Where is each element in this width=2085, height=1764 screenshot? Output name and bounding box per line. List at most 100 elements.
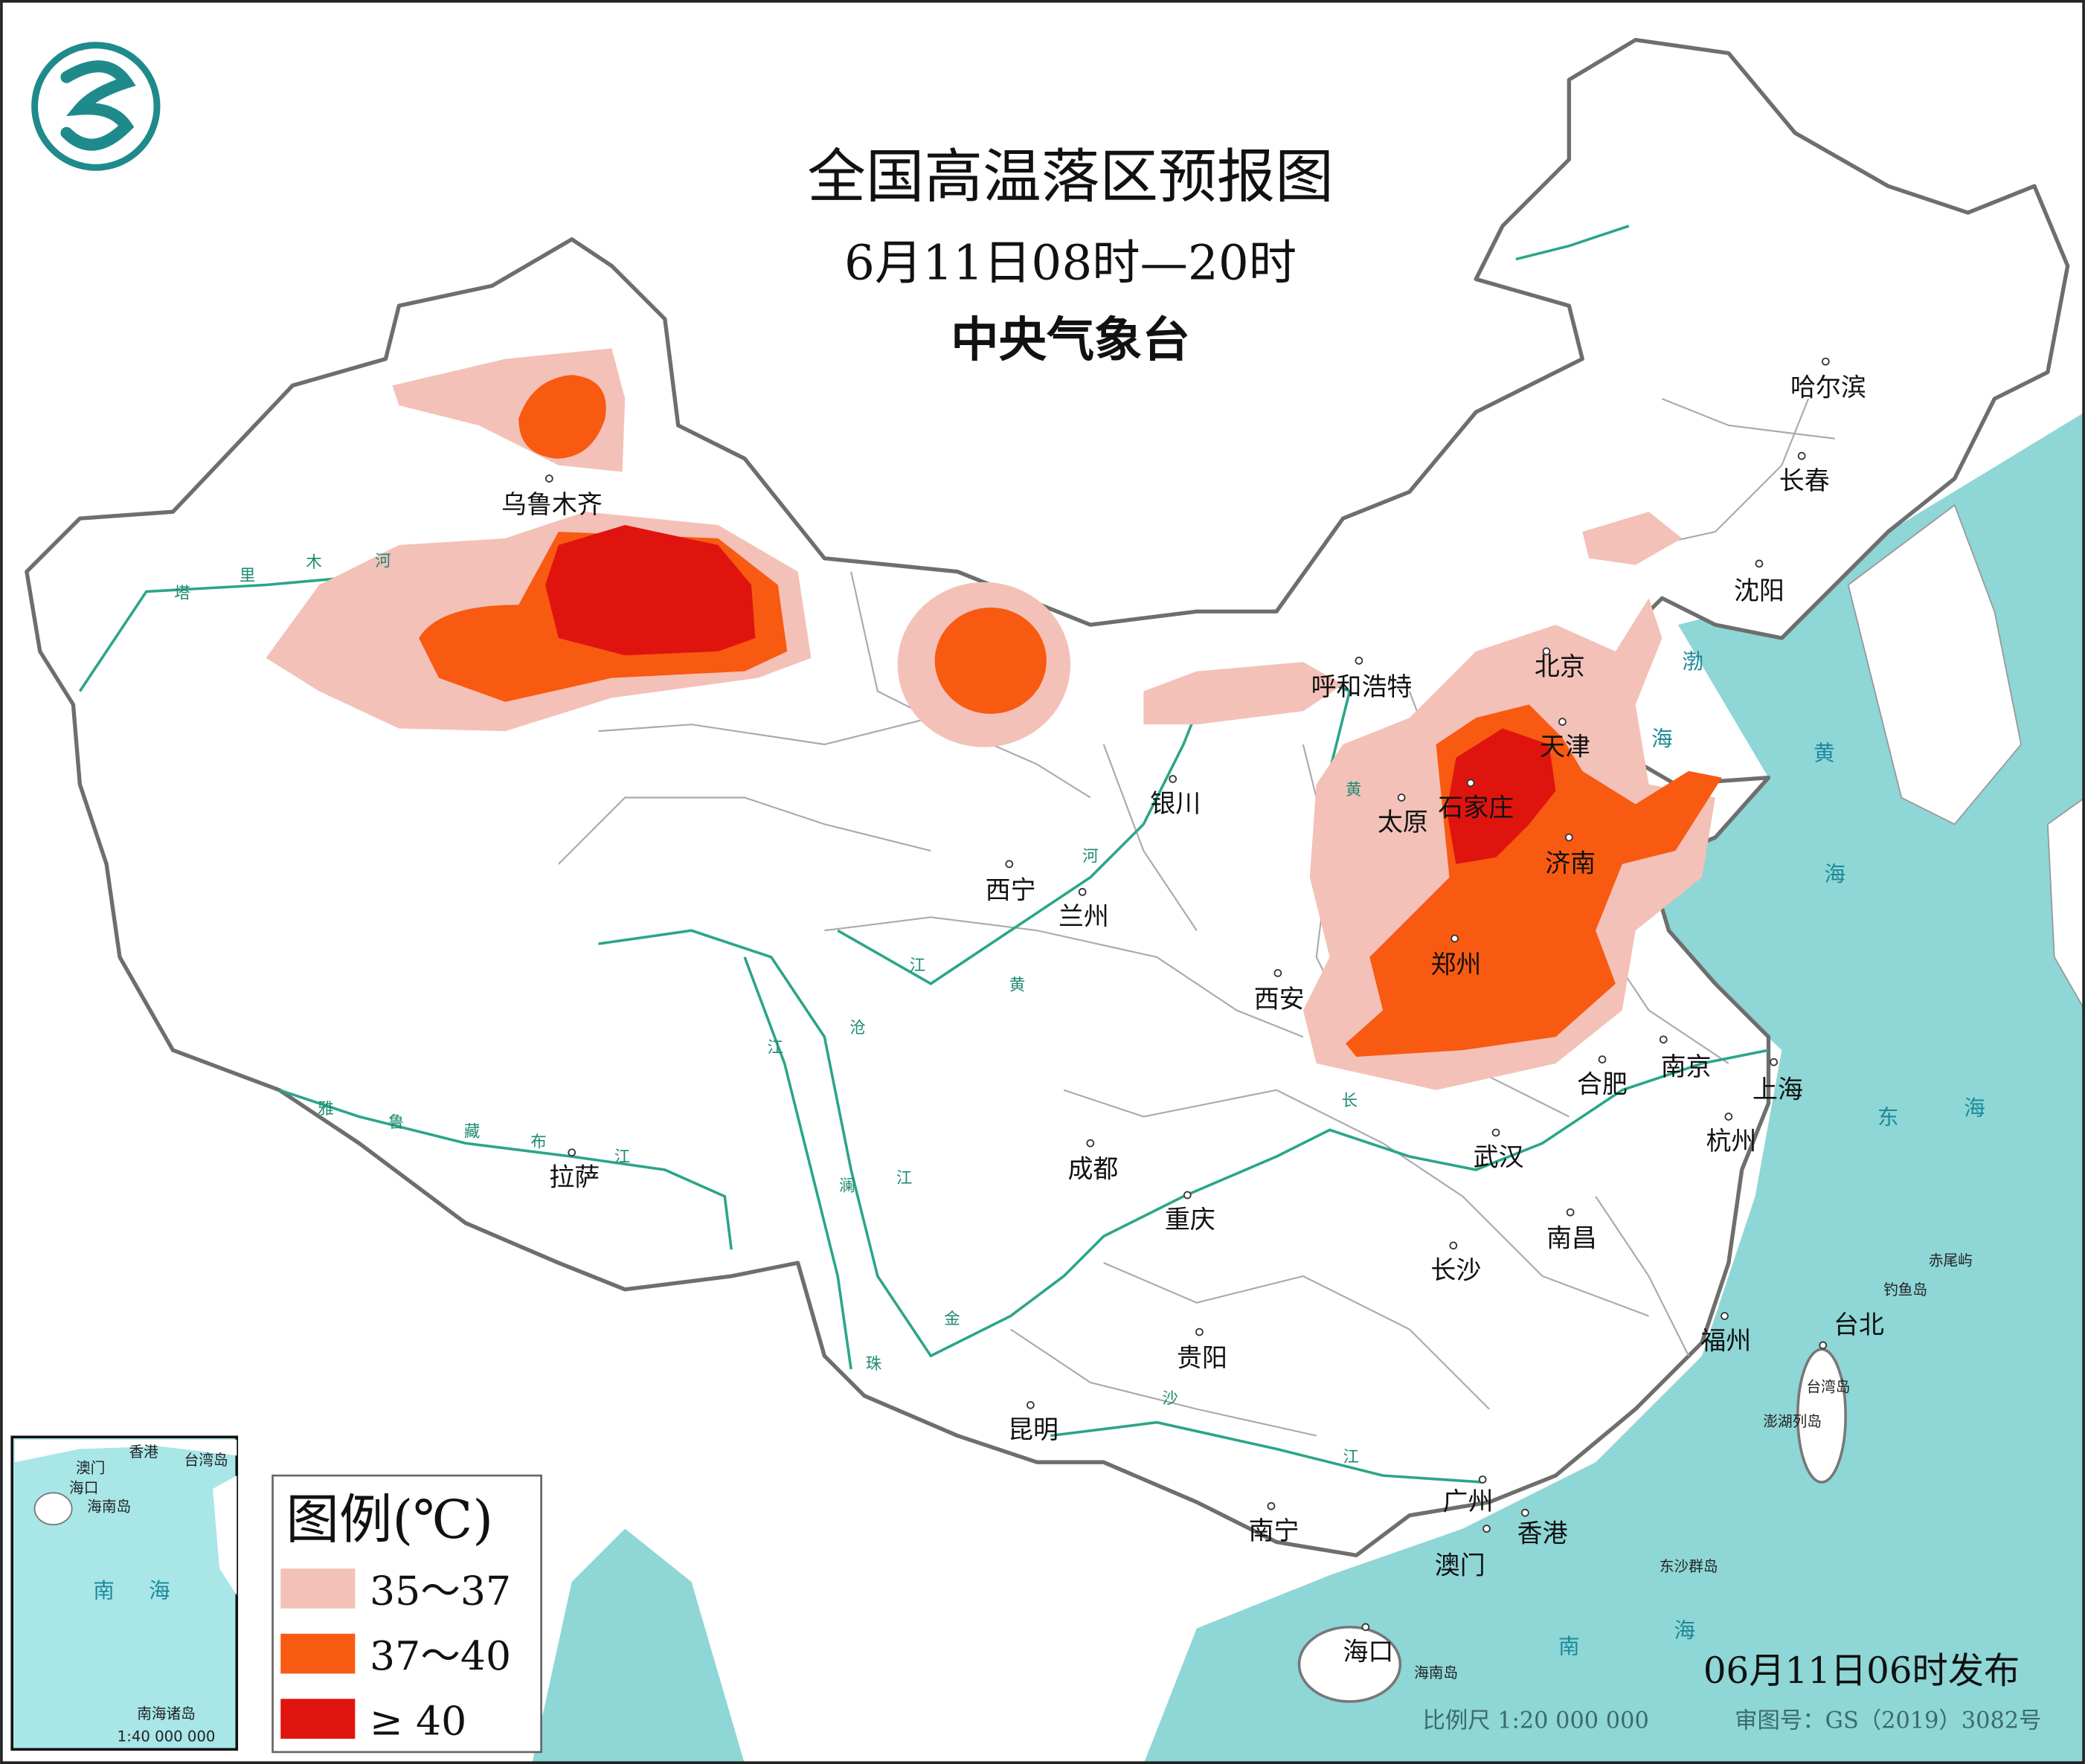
city-label: 澳门 bbox=[1435, 1551, 1485, 1580]
river-label: 河 bbox=[1082, 847, 1098, 866]
city-marker bbox=[1721, 1312, 1729, 1320]
inset-label: 台湾岛 bbox=[184, 1452, 228, 1469]
legend-swatch bbox=[280, 1633, 356, 1674]
river-label: 布 bbox=[530, 1133, 546, 1152]
legend: 图例(℃) 35～37 37～40 ≥ 40 bbox=[272, 1474, 542, 1754]
city-label: 台北 bbox=[1834, 1310, 1884, 1340]
city-label: 西安 bbox=[1254, 985, 1305, 1014]
pearl-river bbox=[1050, 1420, 1483, 1484]
legend-swatch bbox=[280, 1699, 356, 1739]
river-label: 河 bbox=[375, 552, 391, 570]
city-label: 合肥 bbox=[1577, 1069, 1628, 1099]
issue-time: 06月11日06时发布 bbox=[1703, 1650, 2020, 1692]
inset-label: 澳门 bbox=[76, 1460, 105, 1477]
city-label: 太原 bbox=[1378, 808, 1428, 837]
sea-label: 海 bbox=[1825, 861, 1846, 886]
taiwan-island bbox=[1796, 1348, 1847, 1484]
city-label: 银川 bbox=[1150, 789, 1201, 819]
city-marker bbox=[1267, 1501, 1276, 1510]
city-marker bbox=[1558, 718, 1567, 726]
city-label: 香港 bbox=[1517, 1519, 1568, 1548]
city-label: 西宁 bbox=[986, 875, 1036, 905]
city-label: 哈尔滨 bbox=[1790, 373, 1866, 403]
island-label: 澎湖列岛 bbox=[1763, 1413, 1822, 1430]
city-marker bbox=[1183, 1191, 1192, 1200]
heat-area-37-40 bbox=[518, 375, 606, 459]
inset-label: 香港 bbox=[129, 1443, 159, 1461]
city-label: 上海 bbox=[1753, 1075, 1803, 1104]
city-label: 武汉 bbox=[1474, 1143, 1524, 1173]
city-marker bbox=[1797, 451, 1806, 460]
river-label: 木 bbox=[306, 553, 321, 572]
city-label: 拉萨 bbox=[549, 1162, 600, 1192]
songhua-river bbox=[1515, 225, 1630, 261]
legend-title: 图例(℃) bbox=[286, 1489, 493, 1551]
city-label: 兰州 bbox=[1058, 902, 1109, 932]
city-marker bbox=[1770, 1058, 1778, 1066]
cma-logo-icon bbox=[31, 42, 161, 171]
river-label: 珠 bbox=[866, 1355, 881, 1374]
city-marker bbox=[1450, 934, 1459, 943]
city-marker bbox=[1397, 794, 1406, 802]
heat-area-40-plus bbox=[1446, 728, 1556, 864]
city-label: 郑州 bbox=[1430, 950, 1481, 979]
city-label: 乌鲁木齐 bbox=[501, 490, 603, 520]
river-label: 澜 bbox=[839, 1177, 855, 1196]
river-label: 沙 bbox=[1162, 1390, 1178, 1409]
city-marker bbox=[1491, 1128, 1500, 1137]
river-label: 江 bbox=[910, 956, 925, 975]
inset-label: 海 bbox=[149, 1578, 170, 1603]
city-marker bbox=[1821, 357, 1830, 366]
south-china-sea-inset: 香港 澳门 台湾岛 海口 海南岛 南 海 南海诸岛 1:40 000 000 bbox=[10, 1435, 239, 1751]
sea-area-sw bbox=[532, 1528, 745, 1764]
inset-label: 海南岛 bbox=[87, 1498, 131, 1515]
city-label: 重庆 bbox=[1165, 1205, 1215, 1235]
island-label: 钓鱼岛 bbox=[1883, 1281, 1927, 1298]
river-label: 江 bbox=[767, 1039, 783, 1058]
city-marker bbox=[544, 474, 553, 483]
sea-label: 东 bbox=[1877, 1104, 1899, 1130]
city-label: 北京 bbox=[1535, 652, 1585, 682]
city-label: 沈阳 bbox=[1734, 576, 1784, 606]
island-label: 台湾岛 bbox=[1806, 1379, 1850, 1396]
river-label: 黄 bbox=[1009, 976, 1025, 995]
sea-label: 海 bbox=[1964, 1095, 1985, 1121]
river-label: 江 bbox=[896, 1169, 912, 1188]
city-marker bbox=[1542, 647, 1551, 656]
sea-label: 渤 bbox=[1682, 648, 1703, 674]
city-label: 长春 bbox=[1779, 466, 1830, 496]
city-marker bbox=[1355, 657, 1363, 665]
city-label: 石家庄 bbox=[1438, 794, 1514, 823]
city-marker bbox=[1520, 1508, 1529, 1517]
inset-label: 南 bbox=[93, 1578, 115, 1603]
sea-label: 海 bbox=[1674, 1617, 1696, 1643]
city-label: 南昌 bbox=[1546, 1224, 1597, 1254]
map-subtitle: 6月11日08时—20时 bbox=[844, 235, 1297, 291]
island-label: 赤尾屿 bbox=[1929, 1252, 1973, 1269]
island-label: 海南岛 bbox=[1414, 1664, 1458, 1681]
city-label: 呼和浩特 bbox=[1311, 672, 1413, 702]
heat-area-35-37 bbox=[1582, 512, 1683, 565]
sea-label: 黄 bbox=[1813, 740, 1835, 765]
inset-label: 南海诸岛 bbox=[137, 1705, 196, 1722]
sea-label: 南 bbox=[1558, 1634, 1580, 1659]
city-marker bbox=[1724, 1113, 1733, 1121]
city-label: 福州 bbox=[1700, 1326, 1751, 1356]
city-label: 成都 bbox=[1067, 1155, 1118, 1185]
river-label: 江 bbox=[614, 1147, 630, 1166]
city-marker bbox=[1659, 1035, 1668, 1044]
river-label: 长 bbox=[1342, 1092, 1358, 1110]
city-marker bbox=[1361, 1623, 1370, 1632]
inset-scale: 1:40 000 000 bbox=[118, 1728, 216, 1745]
heat-area-35-37 bbox=[1143, 662, 1343, 725]
lancang-river bbox=[743, 956, 852, 1370]
sea-label: 海 bbox=[1651, 726, 1673, 751]
heat-area-37-40 bbox=[934, 607, 1047, 714]
river-label: 金 bbox=[944, 1310, 960, 1328]
city-marker bbox=[1195, 1327, 1204, 1336]
city-marker bbox=[1027, 1401, 1035, 1409]
legend-label: ≥ 40 bbox=[370, 1698, 466, 1745]
